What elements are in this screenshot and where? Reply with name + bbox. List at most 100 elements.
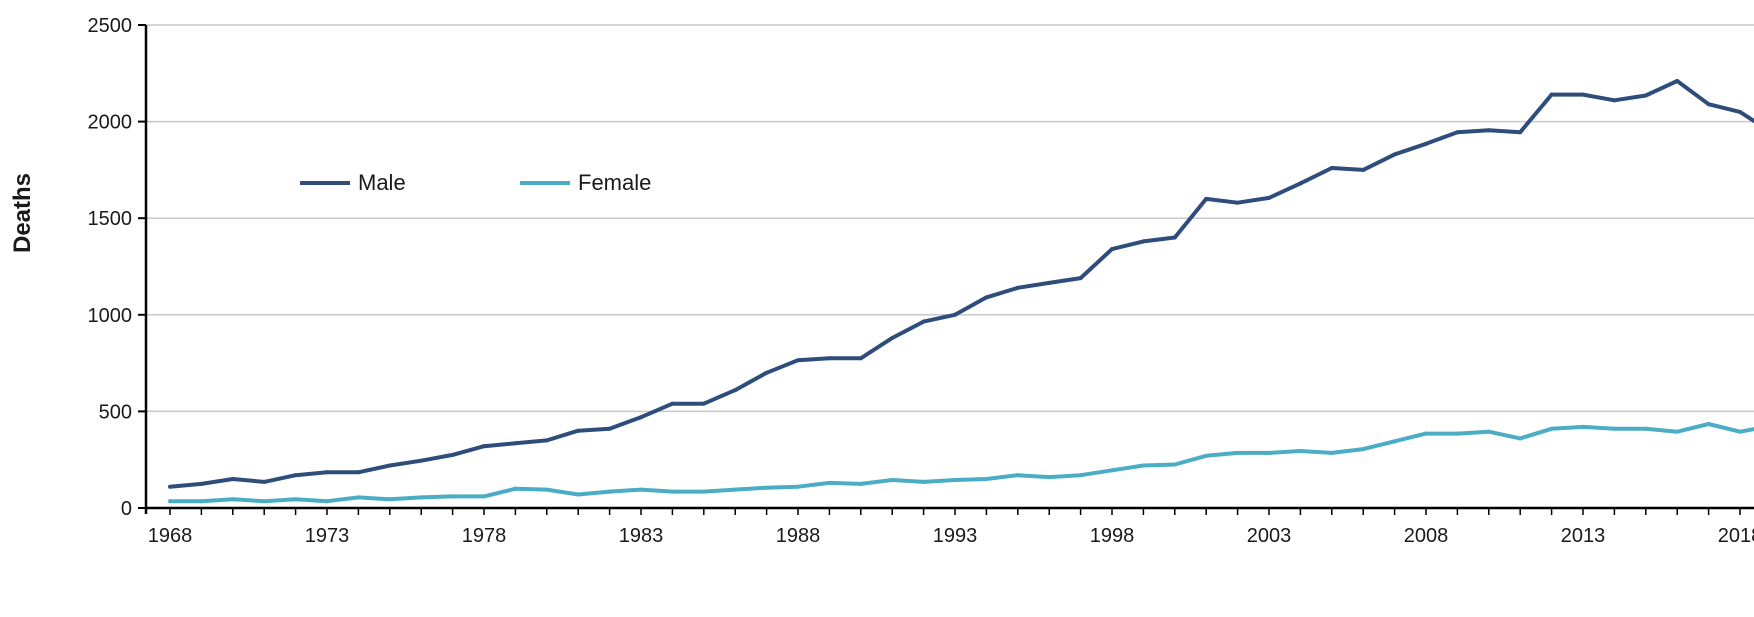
data-point-female bbox=[1424, 431, 1428, 436]
data-point-male bbox=[576, 428, 581, 433]
data-point-female bbox=[701, 489, 706, 494]
axes bbox=[144, 25, 1754, 514]
data-point-female bbox=[921, 479, 926, 484]
x-tick-label: 1983 bbox=[619, 525, 664, 547]
data-point-female bbox=[1204, 453, 1209, 458]
data-point-male bbox=[544, 438, 549, 443]
y-tick-label: 2500 bbox=[88, 15, 133, 37]
x-tick-label: 1978 bbox=[462, 525, 507, 547]
data-point-male bbox=[733, 388, 738, 393]
data-point-female bbox=[639, 487, 643, 492]
y-axis-title: Deaths bbox=[9, 173, 36, 253]
data-point-male bbox=[1141, 239, 1146, 244]
data-point-female bbox=[168, 499, 172, 504]
data-point-female bbox=[1110, 468, 1114, 473]
x-tick-label: 1988 bbox=[776, 525, 821, 547]
data-point-female bbox=[1172, 462, 1177, 467]
data-point-female bbox=[1612, 426, 1617, 431]
data-point-female bbox=[387, 497, 392, 502]
x-tick-label: 1998 bbox=[1090, 525, 1135, 547]
data-point-female bbox=[262, 499, 267, 504]
data-point-female bbox=[199, 499, 204, 504]
data-point-male bbox=[230, 477, 235, 482]
data-point-male bbox=[921, 319, 926, 324]
data-point-male bbox=[1329, 165, 1334, 170]
data-point-male bbox=[356, 470, 361, 475]
data-point-female bbox=[827, 480, 832, 485]
data-point-female bbox=[230, 497, 235, 502]
data-point-male bbox=[199, 481, 204, 486]
data-point-female bbox=[1738, 429, 1742, 434]
data-point-male bbox=[1204, 196, 1209, 201]
x-tick-label: 2013 bbox=[1561, 525, 1606, 547]
data-point-female bbox=[764, 485, 769, 490]
data-point-female bbox=[482, 494, 486, 499]
y-tick-label: 500 bbox=[99, 401, 132, 423]
data-point-male bbox=[1235, 200, 1240, 205]
data-point-female bbox=[1643, 426, 1648, 431]
data-point-female bbox=[890, 477, 895, 482]
data-point-female bbox=[1267, 450, 1271, 455]
y-tick-label: 1500 bbox=[88, 208, 133, 230]
data-point-male bbox=[387, 463, 392, 468]
data-point-female bbox=[1047, 475, 1052, 480]
y-axis-ticks: 0 500 1000 1500 2000 2500 bbox=[88, 15, 146, 520]
data-point-male bbox=[262, 479, 267, 484]
data-point-male bbox=[1267, 195, 1271, 200]
data-point-female bbox=[607, 489, 612, 494]
data-point-female bbox=[419, 495, 424, 500]
x-tick-label: 1968 bbox=[148, 525, 193, 547]
data-point-male bbox=[293, 473, 298, 478]
y-tick-label: 2000 bbox=[88, 112, 133, 134]
data-point-female bbox=[1518, 436, 1523, 441]
data-point-male bbox=[1612, 98, 1617, 103]
data-point-female bbox=[325, 499, 329, 504]
data-point-female bbox=[1581, 424, 1585, 429]
data-point-male bbox=[1706, 102, 1711, 107]
data-point-female bbox=[356, 495, 361, 500]
data-point-female bbox=[1392, 439, 1397, 444]
data-point-female bbox=[1015, 473, 1020, 478]
data-point-female bbox=[1549, 426, 1554, 431]
x-tick-label: 2008 bbox=[1404, 525, 1449, 547]
data-point-male bbox=[796, 358, 800, 363]
data-point-male bbox=[670, 401, 675, 406]
legend-label-male: Male bbox=[358, 170, 406, 195]
data-point-male bbox=[953, 312, 957, 317]
data-point-female bbox=[953, 477, 957, 482]
data-point-male bbox=[984, 295, 989, 300]
data-point-male bbox=[1015, 285, 1020, 290]
data-point-male bbox=[1424, 141, 1428, 146]
x-tick-label: 2003 bbox=[1247, 525, 1292, 547]
y-tick-label: 1000 bbox=[88, 305, 133, 327]
data-point-male bbox=[513, 441, 518, 446]
data-point-female bbox=[1078, 473, 1083, 478]
data-point-female bbox=[670, 489, 675, 494]
series-line-female bbox=[170, 422, 1754, 504]
data-point-male bbox=[1078, 276, 1083, 281]
y-tick-label: 0 bbox=[121, 498, 132, 520]
series-line-male bbox=[169, 79, 1754, 489]
data-point-female bbox=[733, 487, 738, 492]
data-point-male bbox=[1298, 181, 1303, 186]
x-axis-ticks: 1968 1973 1978 1983 1988 1993 1998 2003 2008 2013… bbox=[148, 508, 1754, 547]
data-point-male bbox=[701, 401, 706, 406]
data-point-female bbox=[1455, 431, 1460, 436]
series-lines bbox=[168, 79, 1754, 504]
data-point-male bbox=[827, 356, 832, 361]
data-point-male bbox=[607, 426, 612, 431]
data-point-male bbox=[1675, 79, 1680, 84]
data-point-female bbox=[796, 484, 800, 489]
data-point-male bbox=[450, 452, 455, 457]
data-point-male bbox=[482, 444, 486, 449]
data-point-male bbox=[325, 470, 329, 475]
data-point-male bbox=[1455, 130, 1460, 135]
data-point-female bbox=[450, 494, 455, 499]
data-point-male bbox=[1392, 152, 1397, 157]
data-point-female bbox=[1298, 449, 1303, 454]
data-point-male bbox=[1738, 109, 1742, 114]
data-point-male bbox=[639, 415, 643, 420]
x-tick-label: 1973 bbox=[305, 525, 350, 547]
data-point-female bbox=[1706, 421, 1711, 426]
gridlines bbox=[146, 24, 1754, 413]
